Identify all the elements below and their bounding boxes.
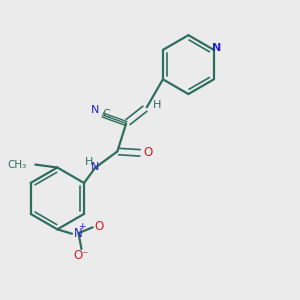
- Text: N: N: [91, 105, 99, 115]
- Text: N: N: [74, 227, 83, 240]
- Text: O⁻: O⁻: [74, 249, 89, 262]
- Text: O: O: [143, 146, 152, 159]
- Text: O: O: [94, 220, 103, 233]
- Text: C: C: [103, 109, 110, 119]
- Text: H: H: [153, 100, 161, 110]
- Text: CH₃: CH₃: [8, 160, 27, 170]
- Text: N: N: [91, 162, 99, 172]
- Text: +: +: [78, 222, 85, 231]
- Text: H: H: [85, 158, 93, 167]
- Text: N: N: [212, 43, 221, 52]
